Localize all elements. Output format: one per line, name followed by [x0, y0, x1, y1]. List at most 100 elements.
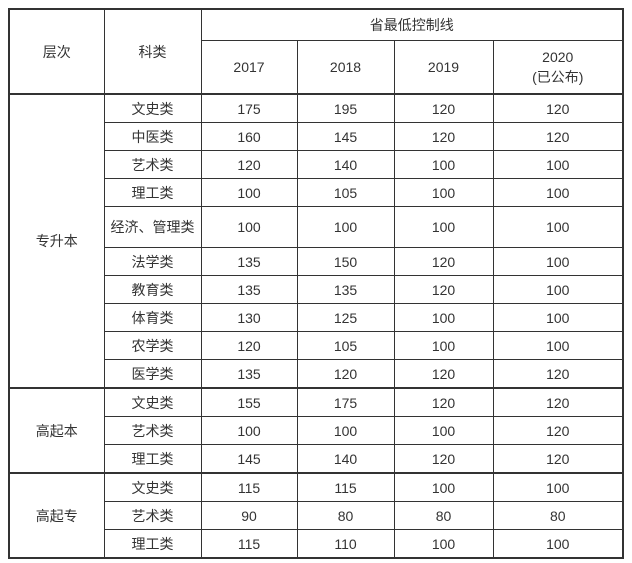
level-cell: 高起专 — [8, 472, 105, 559]
value-cell: 135 — [296, 275, 395, 304]
category-cell: 理工类 — [103, 444, 202, 474]
header-level: 层次 — [8, 8, 105, 95]
value-cell: 145 — [200, 444, 298, 474]
level-cell: 专升本 — [8, 93, 105, 389]
value-cell: 80 — [492, 501, 624, 530]
year-label: 2019 — [427, 59, 460, 75]
value-cell: 125 — [296, 303, 395, 332]
header-group-title: 省最低控制线 — [200, 8, 624, 41]
value-cell: 120 — [200, 150, 298, 179]
year-label: 2018 — [329, 59, 362, 75]
value-cell: 120 — [393, 359, 494, 389]
table-row: 艺术类 100 100 100 120 — [9, 416, 624, 445]
year-header: 2018 — [296, 40, 395, 95]
value-cell: 135 — [200, 247, 298, 276]
value-cell: 100 — [492, 472, 624, 502]
value-cell: 100 — [393, 206, 494, 248]
value-cell: 115 — [200, 472, 298, 502]
category-cell: 理工类 — [103, 529, 202, 559]
category-cell: 文史类 — [103, 472, 202, 502]
category-cell: 艺术类 — [103, 501, 202, 530]
table-header: 层次 科类 省最低控制线 2017 2018 2019 2020 (已公布) — [8, 8, 624, 95]
value-cell: 100 — [492, 247, 624, 276]
category-cell: 法学类 — [103, 247, 202, 276]
value-cell: 100 — [393, 331, 494, 360]
value-cell: 135 — [200, 275, 298, 304]
value-cell: 110 — [296, 529, 395, 559]
value-cell: 120 — [492, 93, 624, 123]
category-cell: 艺术类 — [103, 416, 202, 445]
table-row: 农学类 120 105 100 100 — [9, 331, 624, 360]
header-category: 科类 — [103, 8, 202, 95]
value-cell: 150 — [296, 247, 395, 276]
value-cell: 100 — [492, 331, 624, 360]
value-cell: 115 — [296, 472, 395, 502]
value-cell: 135 — [200, 359, 298, 389]
year-label: 2017 — [233, 59, 265, 75]
value-cell: 195 — [296, 93, 395, 123]
value-cell: 160 — [200, 122, 298, 151]
year-header: 2019 — [393, 40, 494, 95]
value-cell: 100 — [393, 178, 494, 207]
year-label: 2020 — [542, 49, 574, 65]
table-row: 经济、管理类 100 100 100 100 — [9, 206, 624, 248]
value-cell: 100 — [492, 150, 624, 179]
value-cell: 155 — [200, 387, 298, 417]
value-cell: 120 — [296, 359, 395, 389]
value-cell: 100 — [492, 303, 624, 332]
table-row: 专升本 文史类 175 195 120 120 — [8, 93, 624, 389]
table-row: 高起专 文史类 115 115 100 100 — [8, 472, 624, 559]
value-cell: 90 — [200, 501, 298, 530]
category-cell: 中医类 — [103, 122, 202, 151]
value-cell: 100 — [393, 529, 494, 559]
value-cell: 80 — [296, 501, 395, 530]
value-cell: 120 — [393, 275, 494, 304]
score-table: 层次 科类 省最低控制线 2017 2018 2019 2020 (已公布) 专升本 文史… — [8, 8, 624, 559]
value-cell: 100 — [200, 178, 298, 207]
value-cell: 130 — [200, 303, 298, 332]
table-body: 专升本 文史类 175 195 120 120 中医类 160 145 120 120 艺术类 120 1… — [8, 93, 624, 559]
value-cell: 80 — [393, 501, 494, 530]
value-cell: 100 — [492, 206, 624, 248]
value-cell: 100 — [200, 416, 298, 445]
value-cell: 120 — [393, 444, 494, 474]
table-row: 法学类 135 150 120 100 — [9, 247, 624, 276]
table-row: 艺术类 90 80 80 80 — [9, 501, 624, 530]
value-cell: 120 — [492, 359, 624, 389]
value-cell: 100 — [393, 416, 494, 445]
value-cell: 140 — [296, 150, 395, 179]
value-cell: 105 — [296, 178, 395, 207]
category-cell: 文史类 — [103, 387, 202, 417]
value-cell: 105 — [296, 331, 395, 360]
year-header: 2020 (已公布) — [492, 40, 624, 95]
value-cell: 100 — [492, 529, 624, 559]
level-cell: 高起本 — [8, 387, 105, 474]
value-cell: 120 — [200, 331, 298, 360]
table-row: 医学类 135 120 120 120 — [9, 359, 624, 389]
value-cell: 120 — [393, 387, 494, 417]
category-cell: 文史类 — [103, 93, 202, 123]
value-cell: 100 — [393, 303, 494, 332]
value-cell: 120 — [492, 387, 624, 417]
value-cell: 100 — [296, 206, 395, 248]
value-cell: 100 — [393, 472, 494, 502]
category-cell: 理工类 — [103, 178, 202, 207]
table-row: 理工类 145 140 120 120 — [9, 444, 624, 474]
value-cell: 120 — [492, 122, 624, 151]
value-cell: 100 — [200, 206, 298, 248]
table-row: 教育类 135 135 120 100 — [9, 275, 624, 304]
year-header: 2017 — [200, 40, 298, 95]
value-cell: 120 — [393, 247, 494, 276]
value-cell: 145 — [296, 122, 395, 151]
value-cell: 120 — [393, 93, 494, 123]
table-row: 高起本 文史类 155 175 120 120 — [8, 387, 624, 474]
value-cell: 175 — [200, 93, 298, 123]
value-cell: 120 — [393, 122, 494, 151]
value-cell: 120 — [492, 444, 624, 474]
category-cell: 教育类 — [103, 275, 202, 304]
value-cell: 120 — [492, 416, 624, 445]
year-sub-label: (已公布) — [532, 69, 584, 85]
category-cell: 艺术类 — [103, 150, 202, 179]
category-cell: 经济、管理类 — [103, 206, 202, 248]
value-cell: 100 — [492, 178, 624, 207]
